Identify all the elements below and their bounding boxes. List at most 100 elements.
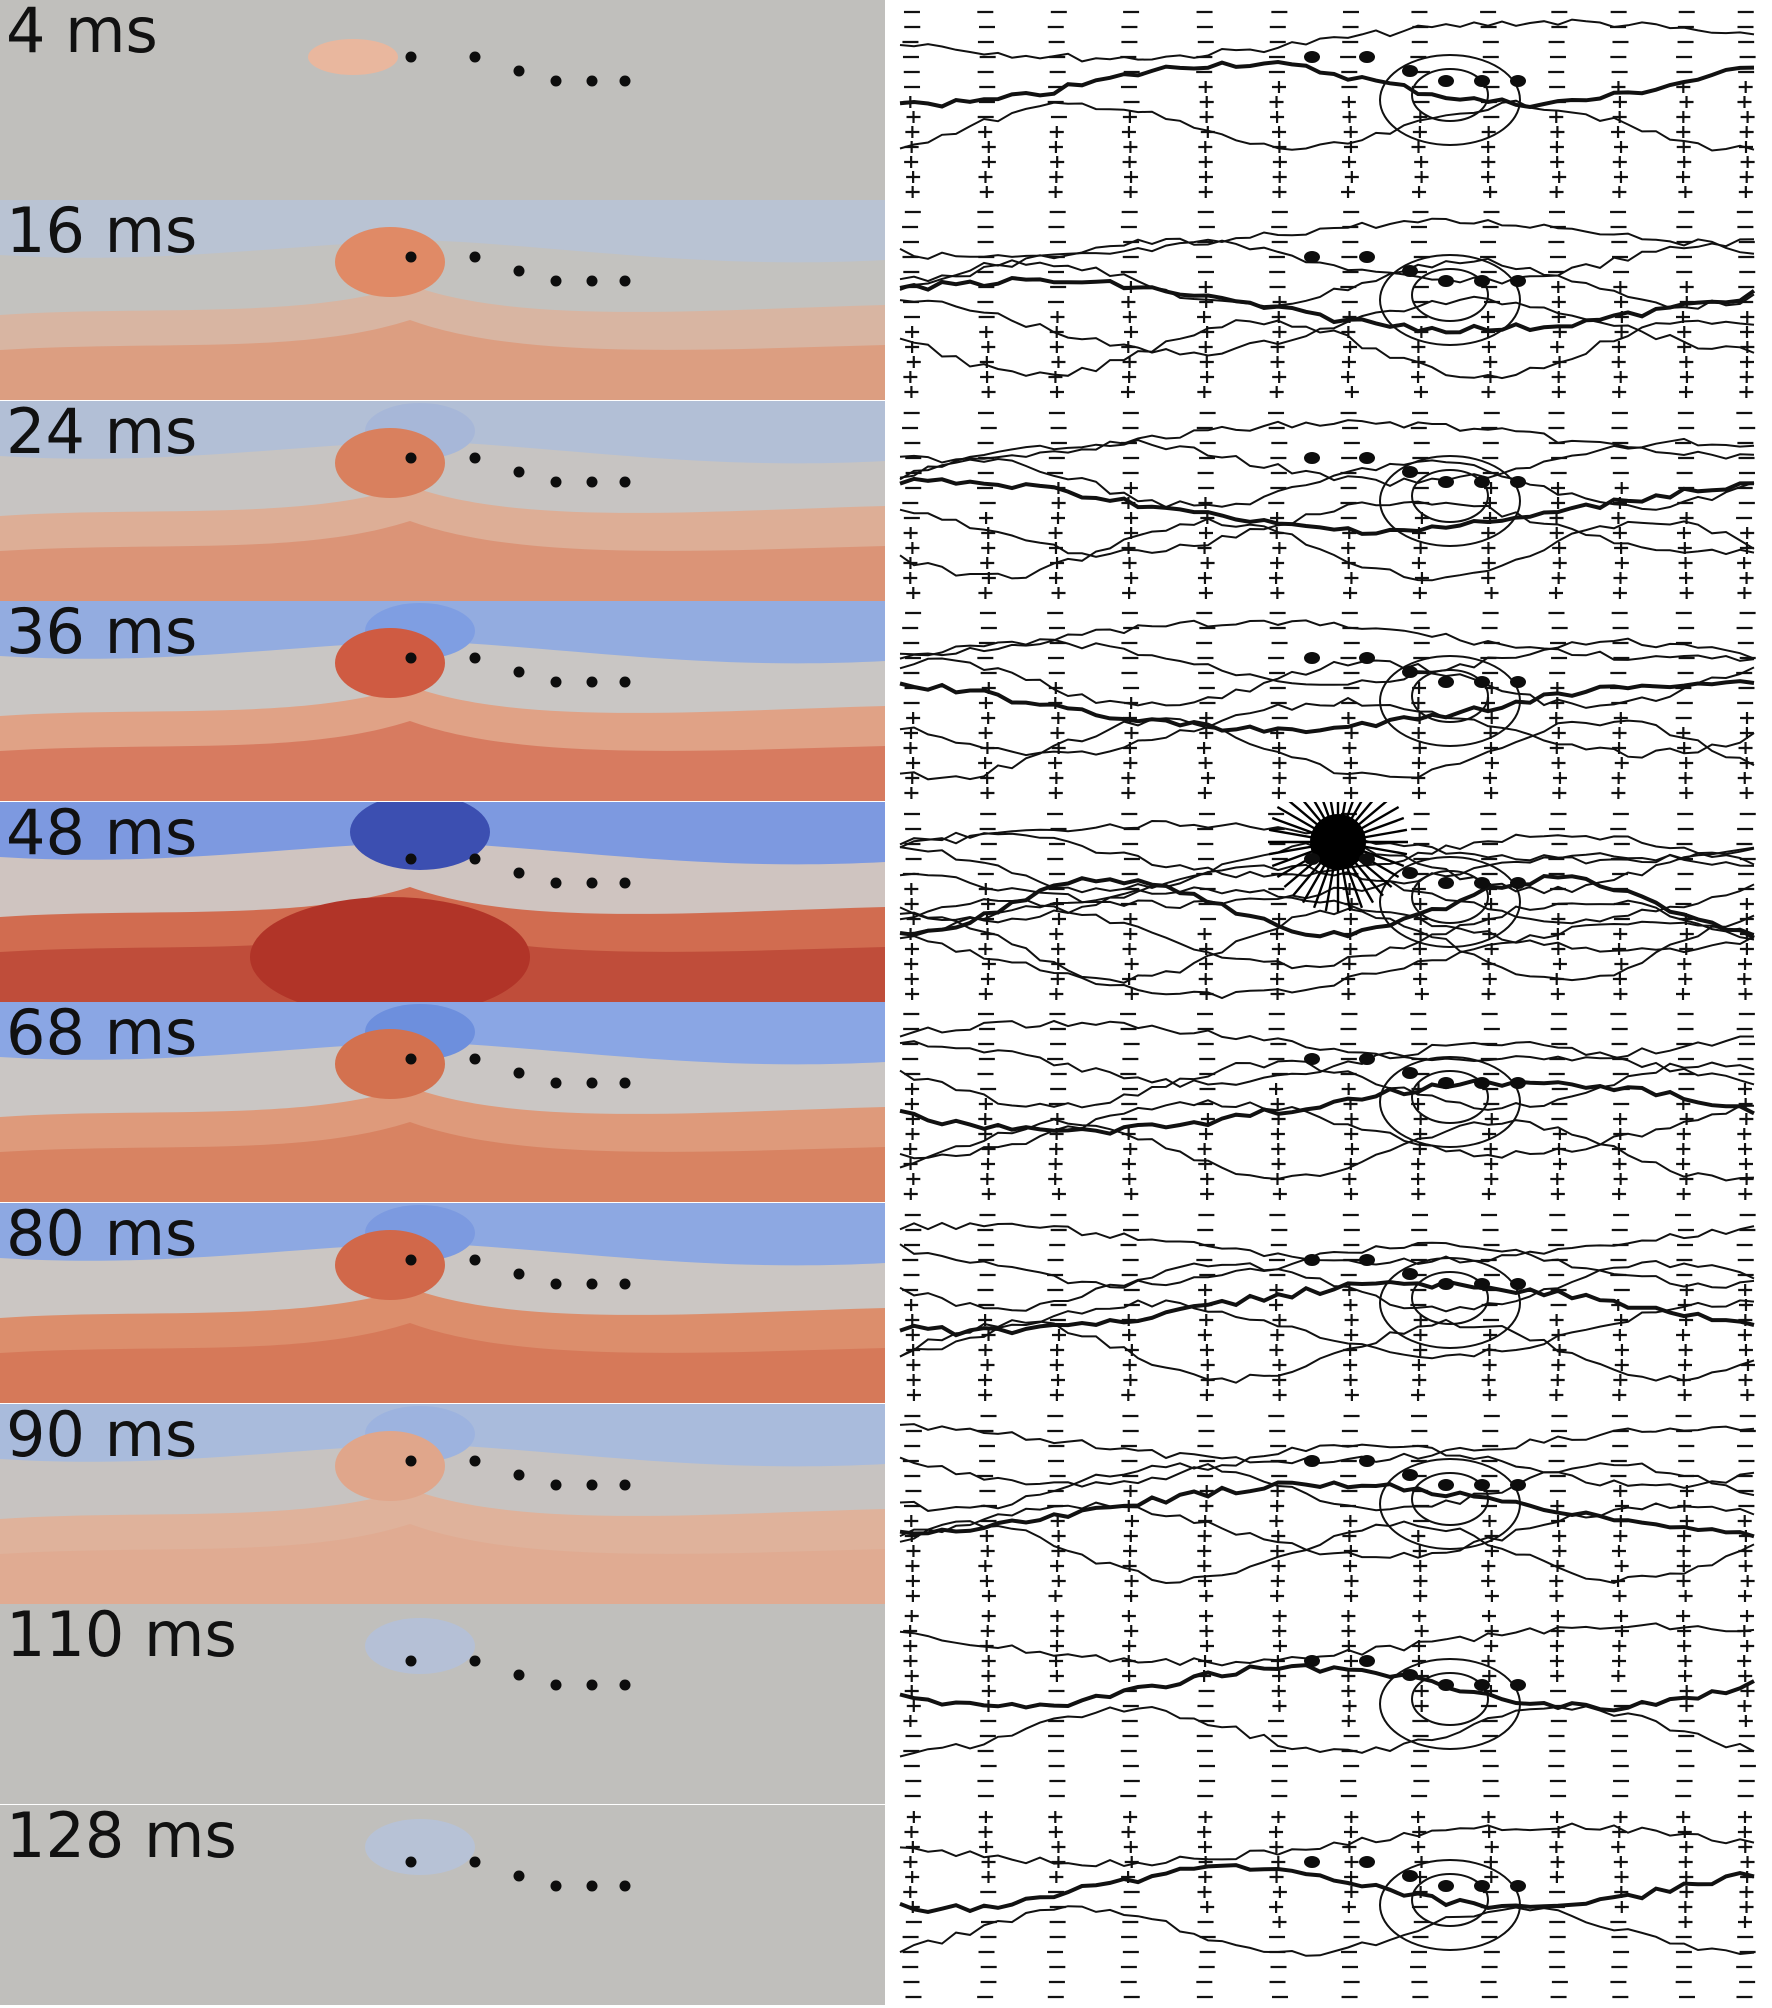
electrode-marker: [1510, 1479, 1526, 1491]
electrode-marker: [405, 652, 417, 664]
electrode-marker: [1304, 251, 1320, 263]
isopotential-map: [890, 1604, 1772, 1804]
simulation-field-map: [0, 1002, 885, 1202]
experimental-map-panel: [890, 200, 1772, 400]
contour-lines: [899, 419, 1755, 582]
panel-row: 48 ms: [0, 802, 1772, 1002]
isopotential-map: [890, 601, 1772, 801]
electrode-marker: [1304, 1856, 1320, 1868]
panel-row: 128 ms: [0, 1805, 1772, 2005]
electrode-marker: [469, 652, 481, 664]
electrode-marker: [1438, 1880, 1454, 1892]
positive-potential-peak: [335, 1230, 445, 1300]
electrode-marker: [513, 466, 525, 478]
electrode-marker: [586, 476, 598, 488]
electrode-marker: [586, 1880, 598, 1892]
electrode-marker: [513, 1669, 525, 1681]
simulation-field-map: [0, 1805, 885, 2005]
electrode-marker: [1359, 251, 1375, 263]
positive-potential-peak: [335, 1029, 445, 1099]
polarity-markers: [902, 611, 1756, 799]
electrode-marker: [1402, 1870, 1418, 1882]
contour-lines: [899, 1019, 1755, 1182]
electrode-marker: [1510, 676, 1526, 688]
electrode-marker: [586, 676, 598, 688]
positive-potential-band: [0, 1323, 885, 1403]
electrode-marker: [586, 75, 598, 87]
time-label: 24 ms: [6, 401, 198, 468]
electrode-marker: [550, 75, 562, 87]
electrode-marker: [619, 1479, 631, 1491]
simulation-field-panel: 48 ms: [0, 802, 885, 1002]
electrode-marker: [1359, 1655, 1375, 1667]
electrode-marker: [1474, 1479, 1490, 1491]
electrode-marker: [550, 476, 562, 488]
electrode-marker: [586, 275, 598, 287]
electrode-marker: [1304, 1455, 1320, 1467]
electrode-marker: [1474, 275, 1490, 287]
electrode-marker: [1402, 466, 1418, 478]
isopotential-map: [890, 0, 1772, 200]
positive-potential-peak: [335, 227, 445, 297]
electrode-marker: [405, 853, 417, 865]
map-background: [890, 1203, 1772, 1403]
electrode-marker: [550, 1278, 562, 1290]
electrode-marker: [619, 75, 631, 87]
positive-potential-band: [0, 320, 885, 400]
simulation-field-map: [0, 1604, 885, 1804]
panel-row: 80 ms: [0, 1203, 1772, 1403]
simulation-field-map: [0, 601, 885, 801]
contour-lines: [899, 1221, 1755, 1384]
electrode-marker: [405, 51, 417, 63]
positive-potential-peak: [250, 897, 530, 1002]
electrode-marker: [513, 1870, 525, 1882]
electrode-marker: [619, 275, 631, 287]
time-label: 48 ms: [6, 802, 198, 869]
electrode-marker: [586, 877, 598, 889]
electrode-marker: [1510, 75, 1526, 87]
panel-row: 24 ms: [0, 401, 1772, 601]
panel-row: 90 ms: [0, 1404, 1772, 1604]
positive-potential-peak: [335, 428, 445, 498]
electrode-marker: [1438, 676, 1454, 688]
electrode-marker: [1510, 476, 1526, 488]
time-label: 128 ms: [6, 1805, 237, 1872]
electrode-marker: [469, 1053, 481, 1065]
potential-sink-center: [1310, 814, 1366, 870]
time-label: 36 ms: [6, 601, 198, 668]
electrode-marker: [619, 1278, 631, 1290]
electrode-marker: [1359, 1455, 1375, 1467]
positive-potential-peak: [308, 39, 398, 75]
electrode-marker: [1304, 652, 1320, 664]
electrode-marker: [405, 1655, 417, 1667]
experimental-map-panel: [890, 1805, 1772, 2005]
panel-row: 16 ms: [0, 200, 1772, 400]
contour-lines: [899, 217, 1756, 380]
isopotential-map: [890, 1203, 1772, 1403]
positive-potential-peak: [335, 628, 445, 698]
panel-row: 110 ms: [0, 1604, 1772, 1804]
positive-potential-band: [0, 521, 885, 601]
map-background: [890, 1805, 1772, 2005]
electrode-marker: [1402, 1268, 1418, 1280]
positive-potential-peak: [335, 1431, 445, 1501]
electrode-marker: [1474, 877, 1490, 889]
electrode-marker: [1304, 452, 1320, 464]
electrode-marker: [1438, 1077, 1454, 1089]
time-label: 68 ms: [6, 1002, 198, 1069]
electrode-marker: [619, 877, 631, 889]
electrode-marker: [1474, 1679, 1490, 1691]
electrode-marker: [550, 275, 562, 287]
simulation-field-map: [0, 401, 885, 601]
isopotential-map: [890, 200, 1772, 400]
isopotential-map: [890, 401, 1772, 601]
electrode-marker: [1438, 476, 1454, 488]
electrode-marker: [1474, 1278, 1490, 1290]
electrode-marker: [1474, 75, 1490, 87]
positive-potential-band: [0, 1524, 885, 1604]
electrode-marker: [1304, 1254, 1320, 1266]
electrode-marker: [1304, 1053, 1320, 1065]
field-background: [0, 0, 885, 200]
electrode-marker: [1438, 275, 1454, 287]
